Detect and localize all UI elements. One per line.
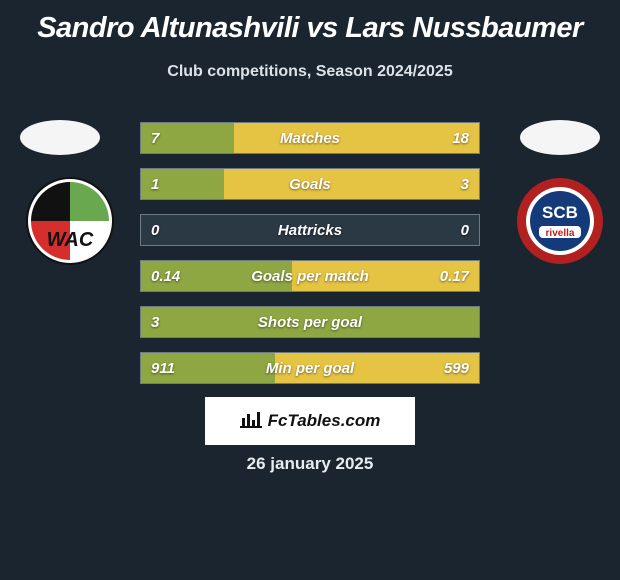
stat-row: Goals1 3 xyxy=(140,168,480,200)
stat-label: Goals xyxy=(141,169,479,199)
comparison-chart: Matches7 18 Goals1 3 Hattricks0 0 Goals per ma… xyxy=(140,122,480,398)
stat-value-left: 0.14 xyxy=(151,261,180,291)
stat-label: Shots per goal xyxy=(141,307,479,337)
stat-value-left: 911 xyxy=(151,353,175,383)
stat-value-left: 0 xyxy=(151,215,159,245)
stat-value-left: 7 xyxy=(151,123,159,153)
svg-text:rivella: rivella xyxy=(546,228,575,239)
stat-value-right: 18 xyxy=(452,123,469,153)
player-photo-left xyxy=(20,120,100,155)
club-badge-right: SCB rivella xyxy=(515,176,605,266)
subtitle: Club competitions, Season 2024/2025 xyxy=(0,63,620,81)
stat-label: Min per goal xyxy=(141,353,479,383)
stat-value-right: 0.17 xyxy=(440,261,469,291)
stat-row: Hattricks0 0 xyxy=(140,214,480,246)
chart-icon xyxy=(240,410,262,433)
footer-brand-box: FcTables.com xyxy=(205,397,415,445)
svg-text:WAC: WAC xyxy=(47,229,94,251)
stat-label: Matches xyxy=(141,123,479,153)
player-photo-right xyxy=(520,120,600,155)
stat-label: Goals per match xyxy=(141,261,479,291)
stat-row: Shots per goal3 xyxy=(140,306,480,338)
page-title: Sandro Altunashvili vs Lars Nussbaumer xyxy=(0,0,620,45)
footer-date: 26 january 2025 xyxy=(0,454,620,474)
stat-value-right: 0 xyxy=(461,215,469,245)
footer-brand-text: FcTables.com xyxy=(268,411,381,431)
svg-text:SCB: SCB xyxy=(542,203,578,222)
stat-value-right: 3 xyxy=(461,169,469,199)
stat-label: Hattricks xyxy=(141,215,479,245)
club-badge-left: WAC xyxy=(25,176,115,266)
stat-row: Matches7 18 xyxy=(140,122,480,154)
stat-value-right: 599 xyxy=(444,353,469,383)
stat-row: Min per goal911 599 xyxy=(140,352,480,384)
stat-value-left: 1 xyxy=(151,169,159,199)
stat-value-left: 3 xyxy=(151,307,159,337)
stat-row: Goals per match0.14 0.17 xyxy=(140,260,480,292)
